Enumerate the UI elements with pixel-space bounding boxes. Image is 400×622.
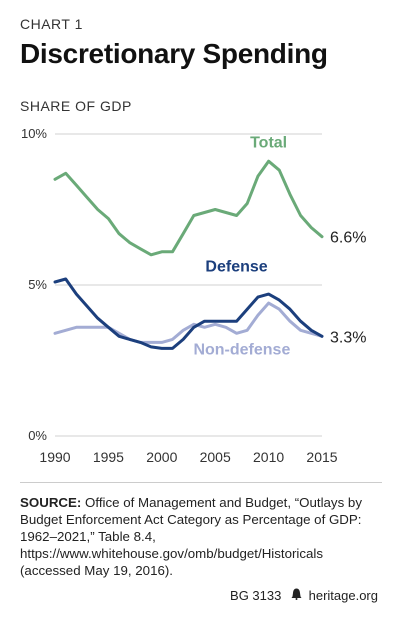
y-tick-label: 5% — [28, 277, 47, 292]
end-value-label: 6.6% — [330, 230, 366, 247]
chart-title: Discretionary Spending — [20, 38, 328, 69]
source-text: Office of Management and Budget, “Outlay… — [20, 495, 362, 578]
y-tick-label: 10% — [21, 126, 47, 141]
site-link[interactable]: heritage.org — [308, 588, 378, 603]
chart-subtitle: SHARE OF GDP — [20, 98, 132, 114]
x-tick-label: 2010 — [253, 449, 284, 465]
series-line-non-defense — [53, 301, 324, 344]
x-axis-ticks: 1990 1995 2000 2005 2010 2015 — [39, 449, 337, 465]
series-lines — [53, 159, 324, 350]
series-labels: Total Defense Non-defense 6.6% 3.3% — [193, 135, 366, 359]
y-tick-label: 0% — [28, 428, 47, 443]
series-label-total: Total — [250, 135, 287, 152]
footer: BG 3133 heritage.org — [230, 588, 378, 603]
x-tick-label: 2015 — [306, 449, 337, 465]
x-tick-label: 2000 — [146, 449, 177, 465]
divider — [20, 482, 382, 483]
x-tick-label: 1990 — [39, 449, 70, 465]
series-label-non-defense: Non-defense — [193, 341, 290, 358]
x-tick-label: 2005 — [200, 449, 231, 465]
source-note: SOURCE: Office of Management and Budget,… — [20, 494, 385, 579]
line-chart: 0% 5% 10% 1990 1995 2000 2005 2010 2015 Total De… — [21, 126, 367, 465]
chart-number: CHART 1 — [20, 16, 83, 32]
end-value-label: 3.3% — [330, 329, 366, 346]
series-line-total — [53, 159, 324, 257]
liberty-bell-icon — [291, 588, 302, 603]
report-code: BG 3133 — [230, 588, 282, 603]
y-axis-ticks: 0% 5% 10% — [21, 126, 47, 443]
series-line-defense — [53, 277, 324, 350]
x-tick-label: 1995 — [93, 449, 124, 465]
grid-lines — [55, 133, 322, 437]
series-label-defense: Defense — [205, 258, 267, 275]
source-label: SOURCE: — [20, 495, 82, 510]
